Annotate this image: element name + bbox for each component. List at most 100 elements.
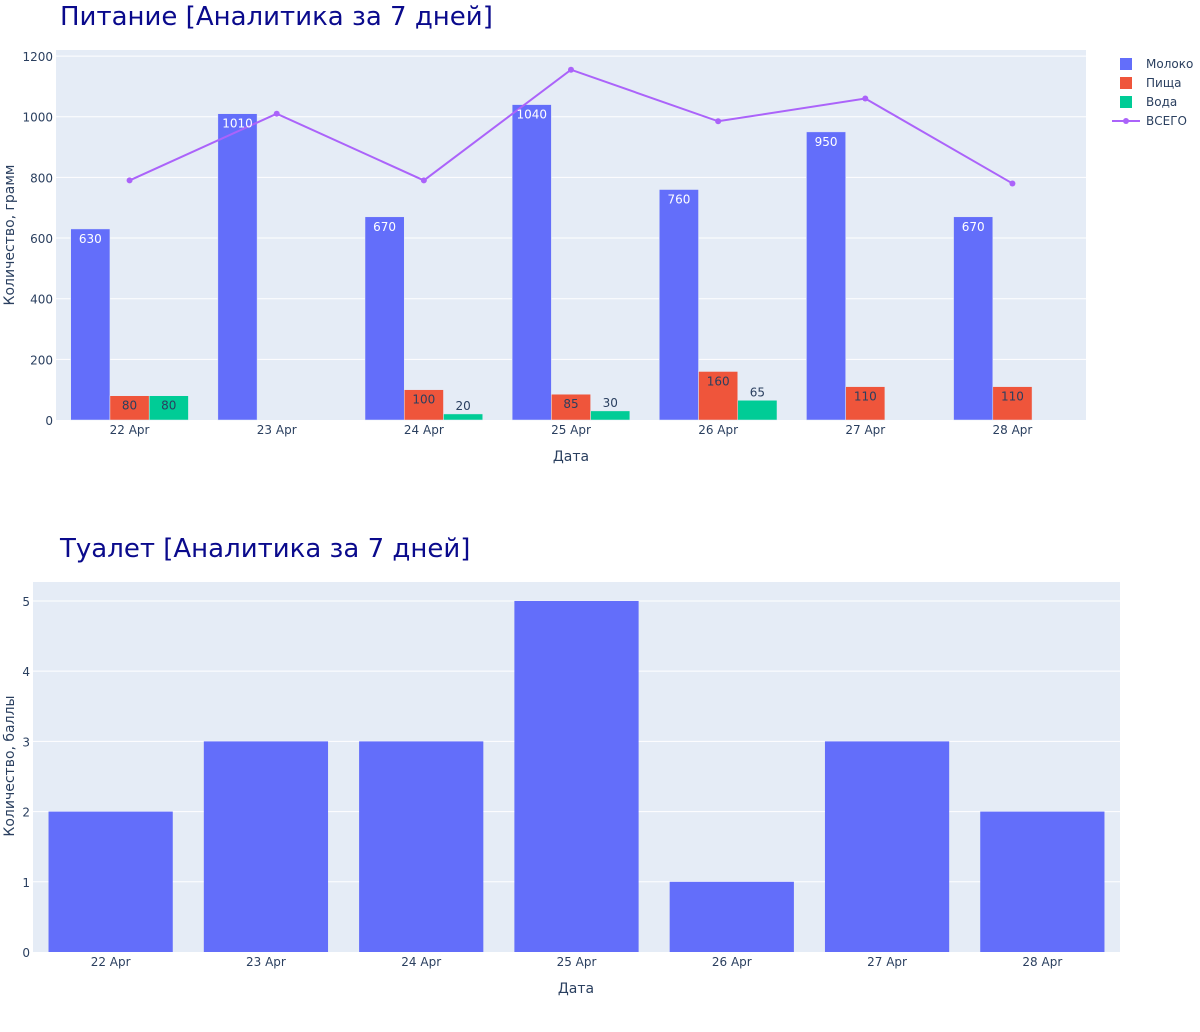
chart-nutrition-plot-bg xyxy=(56,50,1086,420)
bar-value-label: 1040 xyxy=(516,108,547,122)
chart-nutrition-legend[interactable]: Молоко Пища Вода ВСЕГО xyxy=(1112,57,1193,128)
line-point[interactable] xyxy=(568,66,574,73)
bar-Пища[interactable] xyxy=(109,395,150,421)
bar-toilet[interactable] xyxy=(669,881,794,952)
chart-toilet: Туалет [Аналитика за 7 дней] 0 1 2 3 4 5 22 A… xyxy=(2,534,1120,997)
bar-toilet[interactable] xyxy=(514,600,639,952)
bar-value-label: 85 xyxy=(563,397,578,411)
chart-nutrition-y-ticks: 0 200 400 600 800 1000 1200 xyxy=(22,50,53,428)
bar-toilet[interactable] xyxy=(980,811,1105,952)
chart-nutrition-xlabel: Дата xyxy=(553,449,589,465)
x-tick-label: 23 Apr xyxy=(257,423,297,437)
chart-toilet-title: Туалет [Аналитика за 7 дней] xyxy=(59,534,470,564)
chart-nutrition-total-line xyxy=(126,66,1016,187)
chart-toilet-ylabel: Количество, баллы xyxy=(2,695,18,836)
bar-Вода[interactable] xyxy=(443,413,483,421)
bar-value-label: 110 xyxy=(854,390,877,404)
bar-Пища[interactable] xyxy=(403,389,444,421)
bar-value-label: 30 xyxy=(603,396,618,410)
chart-nutrition: Питание [Аналитика за 7 дней] 630 1010 670… xyxy=(2,2,1193,465)
legend-label: Пища xyxy=(1146,76,1181,90)
bar-Молоко[interactable] xyxy=(70,228,111,421)
bar-value-label: 80 xyxy=(161,399,176,413)
bar-toilet[interactable] xyxy=(824,741,950,952)
x-tick-label: 28 Apr xyxy=(1022,955,1062,969)
bar-value-label: 65 xyxy=(750,385,765,399)
x-tick-label: 26 Apr xyxy=(698,423,738,437)
bar-Вода[interactable] xyxy=(148,395,189,421)
x-tick-label: 27 Apr xyxy=(867,955,907,969)
y-tick-label: 4 xyxy=(22,665,30,679)
bar-value-label: 760 xyxy=(667,193,690,207)
bar-Молоко[interactable] xyxy=(659,189,699,421)
y-tick-label: 400 xyxy=(30,293,53,307)
bar-value-label: 1010 xyxy=(222,117,253,131)
bar-Пища[interactable] xyxy=(992,386,1033,421)
bar-value-label: 110 xyxy=(1001,390,1024,404)
bar-Молоко[interactable] xyxy=(217,113,258,421)
legend-swatch xyxy=(1120,96,1132,108)
bar-value-label: 100 xyxy=(412,393,435,407)
bar-Пища[interactable] xyxy=(551,393,591,421)
x-tick-label: 26 Apr xyxy=(712,955,752,969)
legend-item[interactable]: Вода xyxy=(1120,95,1177,109)
line-point[interactable] xyxy=(862,95,869,102)
x-tick-label: 28 Apr xyxy=(993,423,1033,437)
x-tick-label: 24 Apr xyxy=(404,423,444,437)
bar-value-label: 80 xyxy=(122,399,137,413)
bar-Молоко[interactable] xyxy=(953,216,994,421)
legend-swatch xyxy=(1120,58,1132,70)
chart-nutrition-ylabel: Количество, грамм xyxy=(2,165,18,306)
legend-item[interactable]: Молоко xyxy=(1120,57,1193,71)
chart-nutrition-title: Питание [Аналитика за 7 дней] xyxy=(60,2,493,32)
y-tick-label: 0 xyxy=(22,946,30,960)
bar-value-label: 670 xyxy=(373,220,396,234)
legend-swatch xyxy=(1123,118,1129,124)
bar-Молоко[interactable] xyxy=(511,104,552,421)
legend-label: ВСЕГО xyxy=(1146,114,1187,128)
bar-Вода[interactable] xyxy=(737,400,778,421)
line-point[interactable] xyxy=(126,177,133,184)
x-tick-label: 24 Apr xyxy=(401,955,441,969)
y-tick-label: 200 xyxy=(30,353,53,367)
chart-nutrition-data-labels: 630 1010 670 1040 760 950 670 80 100 85 160 110 110 8… xyxy=(79,108,1024,413)
legend-item[interactable]: Пища xyxy=(1120,76,1181,90)
bar-toilet[interactable] xyxy=(359,741,484,952)
chart-toilet-x-ticks: 22 Apr 23 Apr 24 Apr 25 Apr 26 Apr 27 Apr 28 A… xyxy=(91,955,1063,969)
y-tick-label: 1200 xyxy=(22,50,53,64)
x-tick-label: 25 Apr xyxy=(551,423,591,437)
legend-label: Молоко xyxy=(1146,57,1193,71)
y-tick-label: 800 xyxy=(30,171,53,185)
y-tick-label: 5 xyxy=(22,595,30,609)
legend-swatch xyxy=(1120,77,1132,89)
y-tick-label: 600 xyxy=(30,232,53,246)
x-tick-label: 27 Apr xyxy=(845,423,885,437)
bar-Молоко[interactable] xyxy=(364,216,405,421)
bar-toilet[interactable] xyxy=(203,741,329,952)
chart-toilet-bars xyxy=(48,600,1105,952)
bar-value-label: 630 xyxy=(79,232,102,246)
legend-label: Вода xyxy=(1146,95,1177,109)
y-tick-label: 1 xyxy=(22,876,30,890)
chart-toilet-xlabel: Дата xyxy=(558,981,594,997)
x-tick-label: 22 Apr xyxy=(110,423,150,437)
bar-Пища[interactable] xyxy=(845,386,886,421)
legend-item[interactable]: ВСЕГО xyxy=(1112,114,1187,128)
bar-Молоко[interactable] xyxy=(806,131,846,421)
y-tick-label: 1000 xyxy=(22,111,53,125)
chart-toilet-y-ticks: 0 1 2 3 4 5 xyxy=(22,595,30,960)
bar-Вода[interactable] xyxy=(590,410,631,421)
line-point[interactable] xyxy=(715,118,722,125)
x-tick-label: 25 Apr xyxy=(557,955,597,969)
bar-Пища[interactable] xyxy=(698,371,739,421)
bar-toilet[interactable] xyxy=(48,811,173,952)
y-tick-label: 0 xyxy=(45,414,53,428)
bar-value-label: 670 xyxy=(962,220,985,234)
line-point[interactable] xyxy=(420,177,427,184)
y-tick-label: 2 xyxy=(22,806,30,820)
x-tick-label: 23 Apr xyxy=(246,955,286,969)
line-point[interactable] xyxy=(1009,180,1016,187)
bar-value-label: 160 xyxy=(707,374,730,388)
line-point[interactable] xyxy=(273,110,280,117)
